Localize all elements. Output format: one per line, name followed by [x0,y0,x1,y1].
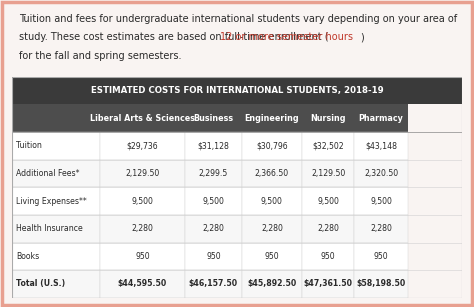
Bar [302,243,354,270]
Text: for the fall and spring semesters.: for the fall and spring semesters. [19,51,182,61]
Text: 9,500: 9,500 [370,196,392,206]
Bar [302,132,354,160]
Bar [100,243,185,270]
Bar [12,243,100,270]
Bar [185,132,241,160]
Text: $45,892.50: $45,892.50 [247,279,297,289]
Text: 2,366.50: 2,366.50 [255,169,289,178]
Bar [354,270,408,298]
Text: 9,500: 9,500 [131,196,154,206]
Text: $47,361.50: $47,361.50 [304,279,353,289]
Text: Books: Books [16,252,40,261]
Bar [185,270,241,298]
Text: Nursing: Nursing [310,114,346,123]
Bar [302,104,354,132]
Bar [354,132,408,160]
Text: 2,320.50: 2,320.50 [364,169,398,178]
Bar [302,270,354,298]
Text: 950: 950 [206,252,221,261]
Text: 950: 950 [135,252,150,261]
Text: Engineering: Engineering [245,114,299,123]
Text: $44,595.50: $44,595.50 [118,279,167,289]
Text: 12 or more semester hours: 12 or more semester hours [220,32,354,42]
Text: Tuition: Tuition [16,141,42,150]
Bar [302,215,354,243]
Text: Pharmacy: Pharmacy [359,114,403,123]
Bar [354,160,408,187]
Text: Additional Fees*: Additional Fees* [16,169,80,178]
Bar [185,215,241,243]
Bar [185,160,241,187]
Text: 2,280: 2,280 [261,224,283,233]
Bar [241,215,302,243]
Text: $31,128: $31,128 [198,141,229,150]
Text: 2,129.50: 2,129.50 [311,169,346,178]
Bar [12,77,462,104]
Text: ): ) [360,32,364,42]
Bar [12,132,100,160]
Bar [354,243,408,270]
Text: $30,796: $30,796 [256,141,288,150]
Text: Business: Business [193,114,233,123]
Text: Liberal Arts & Sciences: Liberal Arts & Sciences [90,114,195,123]
Bar [100,187,185,215]
Bar [12,187,100,215]
Bar [241,243,302,270]
Text: 950: 950 [374,252,388,261]
Bar [100,160,185,187]
Text: $46,157.50: $46,157.50 [189,279,238,289]
Text: 2,299.5: 2,299.5 [199,169,228,178]
Text: 2,280: 2,280 [202,224,224,233]
Text: 950: 950 [321,252,336,261]
Bar [100,215,185,243]
Bar [12,160,100,187]
Text: $32,502: $32,502 [312,141,344,150]
Text: Total (U.S.): Total (U.S.) [16,279,65,289]
Bar [241,132,302,160]
Bar [302,160,354,187]
Text: 2,280: 2,280 [131,224,154,233]
Bar [12,104,100,132]
Text: $43,148: $43,148 [365,141,397,150]
Bar [100,270,185,298]
Text: study. These cost estimates are based on full-time enrollment (: study. These cost estimates are based on… [19,32,328,42]
Text: $29,736: $29,736 [127,141,158,150]
Text: Tuition and fees for undergraduate international students vary depending on your: Tuition and fees for undergraduate inter… [19,14,457,24]
Text: Health Insurance: Health Insurance [16,224,83,233]
Text: 2,129.50: 2,129.50 [125,169,160,178]
Bar [12,270,100,298]
Bar [185,187,241,215]
Bar [100,104,185,132]
Text: 9,500: 9,500 [317,196,339,206]
Text: ESTIMATED COSTS FOR INTERNATIONAL STUDENTS, 2018-19: ESTIMATED COSTS FOR INTERNATIONAL STUDEN… [91,86,383,95]
Bar [100,132,185,160]
Bar [185,243,241,270]
Bar [185,104,241,132]
Text: 2,280: 2,280 [370,224,392,233]
Text: 950: 950 [264,252,279,261]
Text: 9,500: 9,500 [261,196,283,206]
Text: 2,280: 2,280 [317,224,339,233]
Bar [354,187,408,215]
Text: 9,500: 9,500 [202,196,224,206]
Bar [354,104,408,132]
Text: $58,198.50: $58,198.50 [356,279,406,289]
Bar [241,160,302,187]
Bar [241,104,302,132]
Bar [241,270,302,298]
Bar [241,187,302,215]
Bar [12,215,100,243]
Text: Living Expenses**: Living Expenses** [16,196,87,206]
Bar [302,187,354,215]
Bar [354,215,408,243]
